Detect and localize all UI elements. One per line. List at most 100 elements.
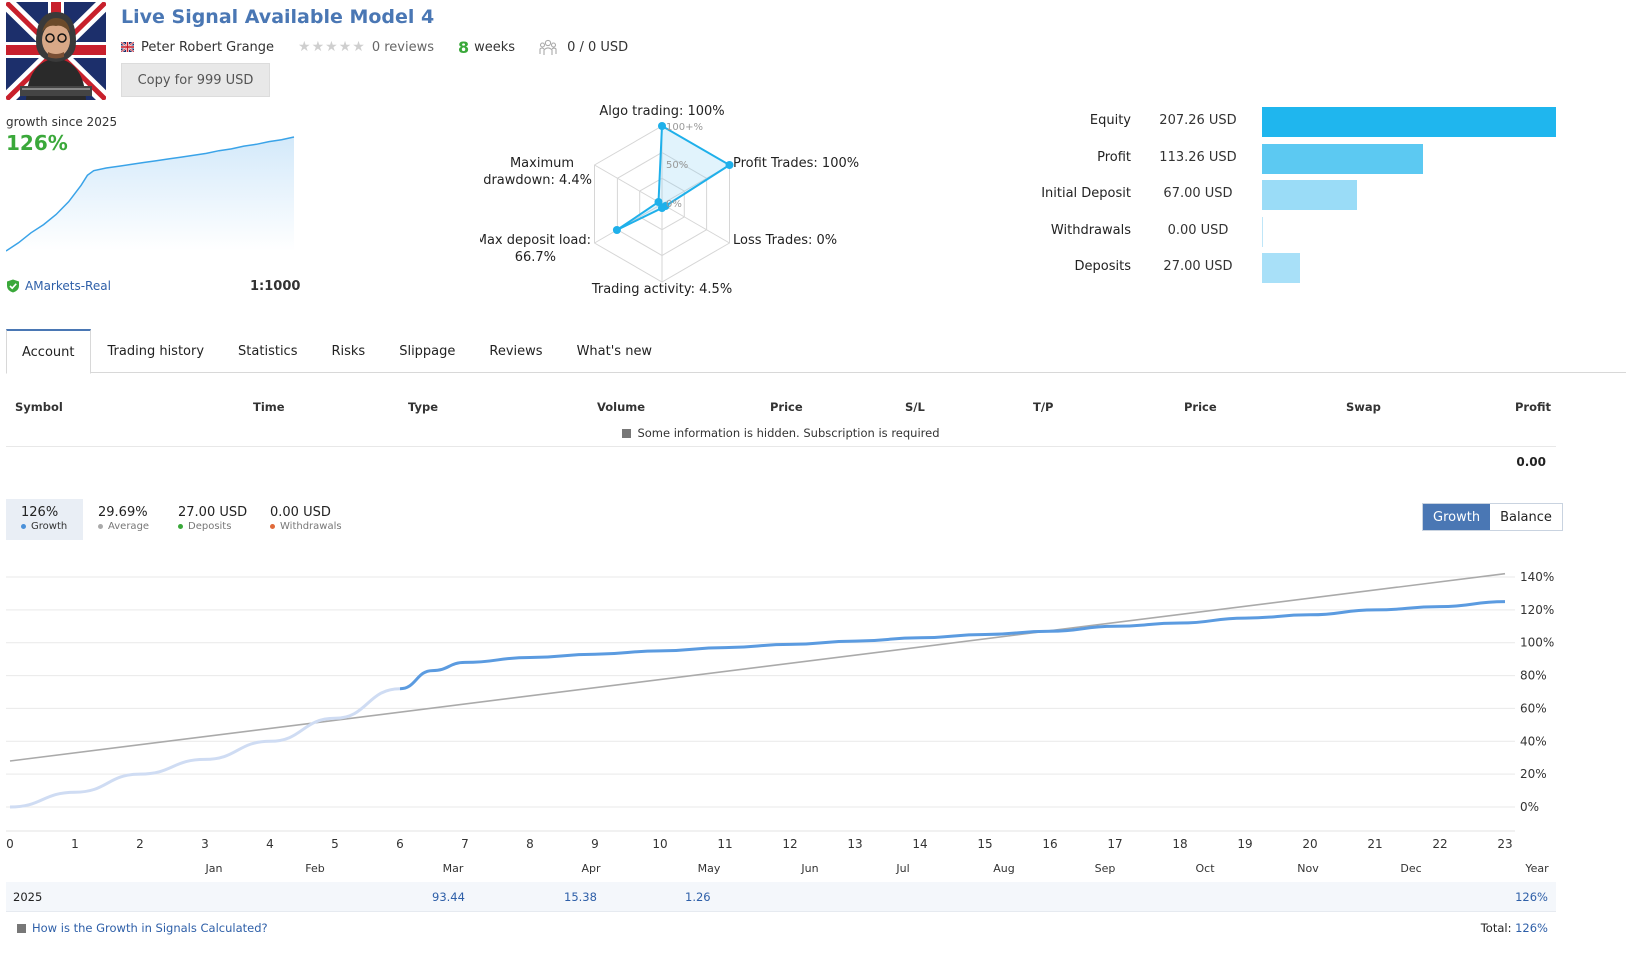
growth-help[interactable]: How is the Growth in Signals Calculated? xyxy=(17,921,268,935)
withdrawals-summary-box[interactable]: 0.00 USD Withdrawals xyxy=(255,499,357,540)
deposits-summary-box[interactable]: 27.00 USD Deposits xyxy=(163,499,262,540)
y-tick-label: 20% xyxy=(1520,767,1547,781)
month-label: Mar xyxy=(443,862,464,875)
withdrawals-dot-icon xyxy=(270,524,275,529)
col-header-symbol[interactable]: Symbol xyxy=(15,400,63,414)
col-header-volume[interactable]: Volume xyxy=(597,400,646,414)
month-label: Sep xyxy=(1095,862,1116,875)
growth-help-link[interactable]: How is the Growth in Signals Calculated? xyxy=(32,921,268,935)
x-tick-label: 22 xyxy=(1432,837,1447,851)
broker-link[interactable]: AMarkets-Real xyxy=(25,279,111,293)
balance-toggle-button[interactable]: Balance xyxy=(1500,509,1552,525)
tab-account[interactable]: Account xyxy=(6,329,91,374)
x-tick-label: 15 xyxy=(977,837,992,851)
year-total-value: 126% xyxy=(1515,890,1548,904)
verified-shield-icon xyxy=(7,279,19,293)
stat-row-withdrawals: Withdrawals 0.00 USD xyxy=(1000,217,1560,247)
tab-trading-history[interactable]: Trading history xyxy=(107,343,205,359)
mini-growth-chart xyxy=(6,136,295,252)
weeks-label: weeks xyxy=(474,39,516,55)
month-label: Jul xyxy=(895,862,909,875)
x-tick-label: 2 xyxy=(136,837,144,851)
month-label: Dec xyxy=(1400,862,1421,875)
total-growth: Total: 126% xyxy=(1481,921,1548,935)
month-label: Nov xyxy=(1297,862,1319,875)
year-label: 2025 xyxy=(13,890,43,904)
broker-row: AMarkets-Real xyxy=(6,279,111,293)
stat-value: 0.00 USD xyxy=(1167,223,1229,238)
radar-grid-spoke xyxy=(661,203,730,244)
x-tick-label: 10 xyxy=(652,837,667,851)
stat-bar xyxy=(1262,107,1556,137)
stat-value: 67.00 USD xyxy=(1163,186,1233,201)
radar-point xyxy=(658,122,666,130)
radar-label-loss: Loss Trades: 0% xyxy=(733,233,837,248)
radar-point xyxy=(658,204,666,212)
radar-point xyxy=(725,161,734,169)
hidden-info-note: Some information is hidden. Subscription… xyxy=(6,426,1556,440)
average-summary-value: 29.69% xyxy=(98,505,148,520)
x-tick-label: 18 xyxy=(1172,837,1187,851)
x-tick-label: 0 xyxy=(6,837,14,851)
y-tick-label: 100% xyxy=(1520,636,1554,650)
stat-row-equity: Equity 207.26 USD xyxy=(1000,107,1560,137)
x-tick-label: 19 xyxy=(1237,837,1252,851)
stat-bar xyxy=(1262,217,1263,247)
x-tick-label: 17 xyxy=(1107,837,1122,851)
tab-risks[interactable]: Risks xyxy=(331,343,366,359)
total-label: Total: xyxy=(1480,921,1512,935)
tab-slippage[interactable]: Slippage xyxy=(399,343,456,359)
y-tick-label: 60% xyxy=(1520,701,1547,715)
copy-signal-button[interactable]: Copy for 999 USD xyxy=(121,63,270,97)
tab-whats-new[interactable]: What's new xyxy=(576,343,653,359)
yearly-growth-row: 2025 93.44 15.38 1.26 126% xyxy=(6,882,1556,912)
col-header-price[interactable]: Price xyxy=(770,400,803,414)
radar-label-activity: Trading activity: 4.5% xyxy=(591,282,732,297)
growth-series-line-early xyxy=(9,687,401,809)
x-tick-label: 3 xyxy=(201,837,209,851)
month-label: May xyxy=(698,862,721,875)
x-tick-label: 7 xyxy=(461,837,469,851)
stat-value: 27.00 USD xyxy=(1163,259,1233,274)
col-header-close-price[interactable]: Price xyxy=(1184,400,1217,414)
leverage-value: 1:1000 xyxy=(250,279,301,294)
col-header-sl[interactable]: S/L xyxy=(905,400,925,414)
radar-label-algo: Algo trading: 100% xyxy=(599,104,724,119)
year-month-value: 1.26 xyxy=(685,890,711,904)
col-header-time[interactable]: Time xyxy=(253,400,285,414)
author-name[interactable]: Peter Robert Grange xyxy=(141,39,275,55)
reviews-count[interactable]: 0 reviews xyxy=(371,39,434,55)
col-header-type[interactable]: Type xyxy=(408,400,439,414)
deposits-dot-icon xyxy=(178,524,183,529)
x-tick-label: 12 xyxy=(782,837,797,851)
col-header-tp[interactable]: T/P xyxy=(1033,400,1054,414)
x-tick-label: 11 xyxy=(717,837,732,851)
average-summary-box[interactable]: 29.69% Average xyxy=(83,499,164,540)
month-label: Jun xyxy=(800,862,818,875)
radar-scale-mid: 50% xyxy=(666,160,688,171)
growth-summary-box[interactable]: 126% Growth xyxy=(6,499,83,540)
growth-series-line xyxy=(399,600,1506,691)
growth-toggle-button[interactable]: Growth xyxy=(1423,504,1491,530)
month-label: Oct xyxy=(1195,862,1215,875)
author-avatar[interactable] xyxy=(6,2,106,100)
rating-stars-icon: ★★★★★ xyxy=(298,39,366,55)
growth-line-chart: 0%20%40%60%80%100%120%140%0 1 2 3 4 5 6 7 8 9 10 11… xyxy=(6,570,1554,875)
x-tick-label: 9 xyxy=(591,837,599,851)
x-tick-label: 21 xyxy=(1367,837,1382,851)
x-tick-label: 20 xyxy=(1302,837,1317,851)
tab-bar: Account Trading history Statistics Risks… xyxy=(6,329,1626,374)
radar-label-drawdown: Maximum xyxy=(510,156,574,171)
signal-title[interactable]: Live Signal Available Model 4 xyxy=(121,6,435,28)
x-tick-label: 1 xyxy=(71,837,79,851)
tab-reviews[interactable]: Reviews xyxy=(489,343,543,359)
col-header-profit[interactable]: Profit xyxy=(1515,400,1552,414)
tab-statistics[interactable]: Statistics xyxy=(238,343,298,359)
weeks-count: 8 xyxy=(457,37,470,57)
hidden-info-text: Some information is hidden. Subscription… xyxy=(637,426,940,440)
radar-label-deposit-load-value: 66.7% xyxy=(515,250,556,265)
radar-polygon xyxy=(616,124,732,231)
col-header-swap[interactable]: Swap xyxy=(1346,400,1381,414)
x-tick-label: 23 xyxy=(1497,837,1512,851)
radar-label-profit: Profit Trades: 100% xyxy=(733,156,859,171)
